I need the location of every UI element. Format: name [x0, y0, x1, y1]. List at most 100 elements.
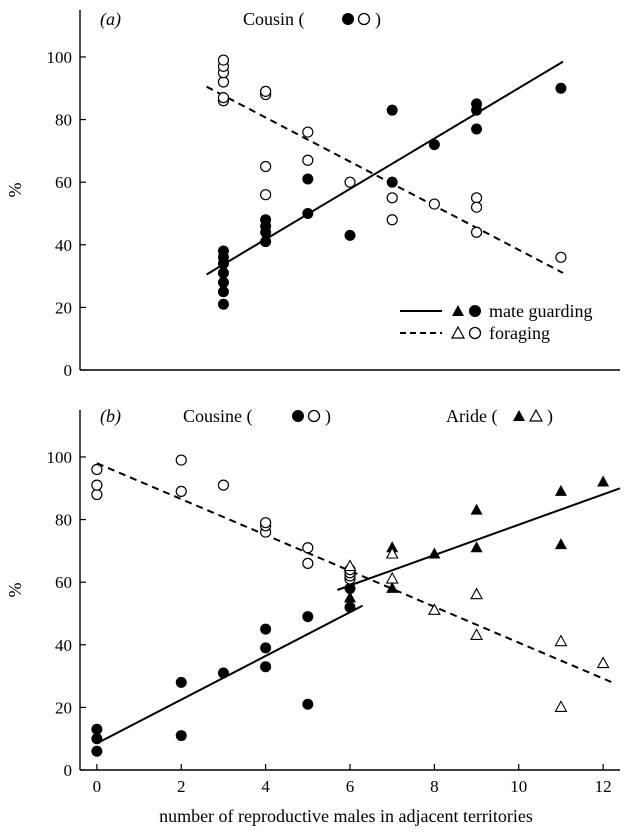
panel-b-title-cousine: Cousine ( )	[183, 406, 331, 427]
panel-a-point-open-circle	[302, 154, 314, 166]
panel-b-y-tick-label: 40	[55, 636, 72, 655]
panel-b-title-cousine-text: Cousine (	[183, 406, 253, 427]
panel-b-x-tick-label: 0	[93, 777, 102, 796]
legend: mate guarding foraging	[400, 301, 592, 343]
panel-a-point-filled-circle	[471, 98, 483, 110]
panel-b-point-open-triangle	[554, 700, 568, 712]
panel-a-point-filled-circle	[217, 286, 229, 298]
legend-filled-circle-icon	[469, 305, 481, 317]
panel-a-point-filled-circle	[386, 176, 398, 188]
legend-mate-guarding-label: mate guarding	[489, 301, 592, 321]
panel-b-points	[91, 454, 610, 757]
panel-b-point-open-circle	[175, 485, 187, 497]
panel-a-point-open-circle	[302, 126, 314, 138]
panel-a-title: Cousin ( )	[243, 9, 381, 30]
panel-b-title-filled-circle-icon	[292, 410, 304, 422]
panel-b-point-filled-triangle	[470, 503, 483, 515]
panel-b-point-filled-circle	[260, 642, 272, 654]
panel-b-point-filled-triangle	[554, 484, 567, 496]
panel-b-x-tick-label: 12	[595, 777, 612, 796]
panel-a-title-filled-circle-icon	[342, 13, 354, 25]
panel-a-point-open-circle	[217, 54, 230, 66]
panel-a-point-filled-circle	[555, 82, 567, 94]
panel-b-fit-lines	[96, 462, 621, 745]
legend-filled-triangle-icon	[452, 305, 464, 316]
panel-b-x-tick-label: 10	[510, 777, 527, 796]
panel-b-point-filled-circle	[217, 667, 229, 679]
panel-b-point-open-triangle	[427, 603, 441, 615]
panel-b-point-filled-triangle	[344, 591, 356, 603]
panel-b-title-open-triangle-icon	[528, 408, 544, 422]
panel-b-point-open-circle	[260, 517, 272, 529]
panel-a-point-filled-circle	[302, 173, 314, 185]
panel-b-y-axis-label: %	[5, 583, 25, 598]
panel-a-title-close: )	[375, 9, 381, 30]
panel-a: 0 20 40 60 80 100 (a) Cousin ( ) mate guardin…	[5, 9, 620, 380]
panel-b-point-open-triangle	[385, 546, 399, 559]
panel-a-point-filled-circle	[217, 298, 229, 310]
panel-a-point-open-circle	[555, 251, 567, 263]
panel-b-point-filled-circle	[260, 661, 272, 673]
panel-b-label: (b)	[100, 406, 121, 427]
legend-foraging-label: foraging	[489, 323, 550, 343]
panel-b-x-tick-label: 6	[346, 777, 355, 796]
panel-a-point-open-circle	[260, 85, 272, 97]
panel-b-point-filled-circle	[302, 698, 314, 710]
panel-b-point-open-triangle	[385, 571, 399, 584]
panel-b-title-cousine-close: )	[325, 406, 331, 427]
panel-a-fit-line-solid	[206, 60, 564, 276]
panel-a-y-tick-label: 40	[55, 236, 72, 255]
panel-a-y-tick-label: 100	[47, 48, 73, 67]
panel-b-point-open-circle	[302, 542, 314, 554]
panel-b-point-open-triangle	[554, 634, 568, 647]
panel-b-point-filled-triangle	[470, 541, 483, 553]
panel-a-point-open-circle	[260, 189, 272, 201]
legend-open-circle-icon	[468, 326, 482, 340]
panel-a-point-filled-circle	[428, 139, 440, 151]
panel-a-point-filled-circle	[217, 276, 229, 288]
panel-a-point-filled-circle	[217, 245, 229, 257]
x-axis-label: number of reproductive males in adjacent…	[159, 806, 533, 826]
panel-b-point-filled-circle	[302, 611, 314, 623]
panel-a-point-filled-circle	[302, 207, 314, 219]
panel-b-title-filled-triangle-icon	[513, 410, 525, 421]
panel-b-y-tick-label: 0	[64, 761, 73, 780]
panel-b-title-aride-close: )	[547, 406, 553, 427]
panel-b-point-open-triangle	[470, 628, 483, 640]
panel-b-point-filled-triangle	[597, 475, 610, 487]
panel-a-fit-lines	[206, 60, 564, 276]
panel-b-point-open-triangle	[343, 559, 357, 572]
panel-a-point-open-circle	[470, 201, 483, 213]
panel-b-fit-line-solid	[96, 604, 364, 745]
panel-a-y-tick-label: 60	[55, 173, 72, 192]
panel-b-title-aride: Aride ( )	[446, 406, 553, 427]
panel-b-axes: 0 20 40 60 80 100 0 2 4 6 8 10 12	[47, 410, 620, 796]
panel-a-point-filled-circle	[386, 104, 398, 116]
panel-b-point-filled-triangle	[386, 581, 399, 593]
panel-a-y-tick-label: 20	[55, 298, 72, 317]
panel-b-fit-line-dashed	[96, 462, 617, 685]
panel-b-point-open-circle	[91, 463, 103, 476]
panel-b-y-tick-label: 20	[55, 698, 72, 717]
panel-b-point-filled-circle	[344, 582, 356, 594]
panel-a-title-text: Cousin (	[243, 9, 305, 30]
panel-b-point-filled-circle	[175, 730, 187, 742]
panel-a-point-filled-circle	[344, 229, 356, 241]
panel-a-point-open-circle	[217, 92, 230, 104]
panel-b-title-open-circle-icon	[307, 409, 321, 423]
panel-a-y-tick-label: 80	[55, 111, 72, 130]
panel-b-point-filled-circle	[91, 733, 103, 745]
panel-b-point-filled-circle	[344, 601, 356, 613]
panel-b-x-tick-label: 8	[430, 777, 439, 796]
panel-b-x-tick-label: 2	[177, 777, 186, 796]
panel-b-point-filled-triangle	[386, 541, 399, 553]
panel-a-point-open-circle	[344, 176, 356, 188]
panel-b: 0 20 40 60 80 100 0 2 4 6 8 10 12 (b) Cousine ( ) Ar…	[5, 406, 621, 796]
panel-b-point-open-circle	[217, 479, 230, 491]
panel-b-point-open-circle	[302, 557, 314, 569]
panel-b-point-filled-circle	[260, 623, 272, 635]
panel-b-point-filled-triangle	[554, 538, 567, 550]
panel-b-point-filled-triangle	[428, 547, 441, 559]
panel-a-point-open-circle	[386, 214, 398, 226]
